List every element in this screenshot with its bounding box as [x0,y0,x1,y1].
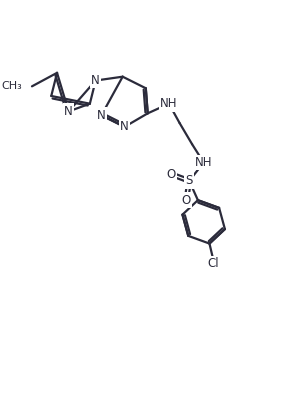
Text: N: N [64,105,73,118]
Text: NH: NH [160,97,178,110]
Text: O: O [182,193,191,207]
Text: Cl: Cl [208,257,219,270]
Text: O: O [166,168,175,181]
Text: S: S [185,174,193,187]
Text: N: N [97,109,106,122]
Text: CH₃: CH₃ [2,81,22,91]
Text: N: N [91,74,100,87]
Text: N: N [120,120,129,133]
Text: NH: NH [195,156,212,169]
